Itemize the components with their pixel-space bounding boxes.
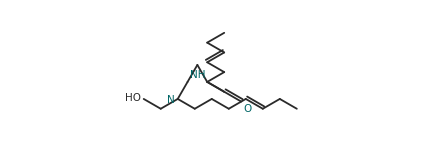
Text: HO: HO <box>125 93 141 103</box>
Text: O: O <box>243 104 252 114</box>
Text: N: N <box>167 95 175 105</box>
Text: NH: NH <box>190 70 205 80</box>
